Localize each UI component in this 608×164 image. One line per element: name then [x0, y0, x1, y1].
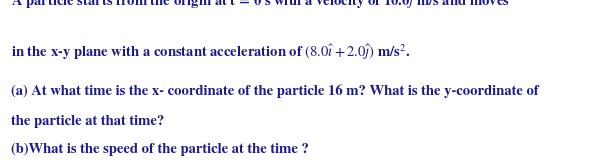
Text: in the x-y plane with a constant acceleration of $\left(8.0\hat{\imath} + 2.0\ha: in the x-y plane with a constant acceler… — [11, 43, 410, 62]
Text: (a) At what time is the x- coordinate of the particle 16 m? What is the y-coordi: (a) At what time is the x- coordinate of… — [11, 85, 539, 98]
Text: A particle starts from the origin at t = 0 s with a velocity of 10.0$\hat{j}$ m/: A particle starts from the origin at t =… — [11, 0, 510, 11]
Text: the particle at that time?: the particle at that time? — [11, 115, 164, 128]
Text: (b)What is the speed of the particle at the time ?: (b)What is the speed of the particle at … — [11, 143, 309, 156]
